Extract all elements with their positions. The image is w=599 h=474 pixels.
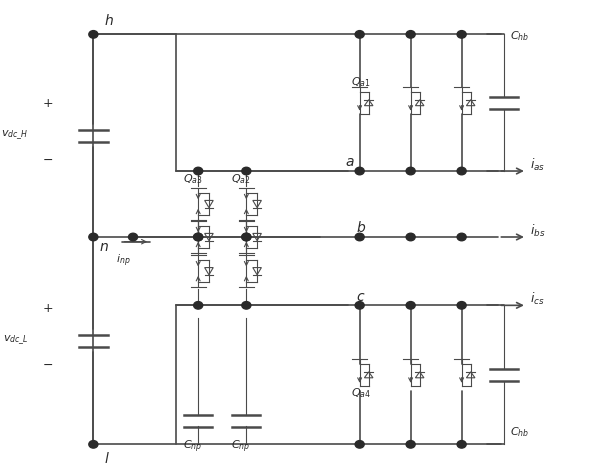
Circle shape (355, 233, 364, 241)
Text: l: l (105, 452, 108, 466)
Circle shape (355, 301, 364, 309)
Circle shape (129, 233, 138, 241)
Circle shape (242, 233, 251, 241)
Text: $Q_{a3}$: $Q_{a3}$ (183, 173, 202, 186)
Text: $i_{np}$: $i_{np}$ (116, 252, 131, 269)
Text: −: − (43, 359, 53, 372)
Text: $v_{dc\_L}$: $v_{dc\_L}$ (2, 334, 28, 347)
Circle shape (457, 440, 466, 448)
Circle shape (193, 167, 202, 175)
Text: +: + (43, 98, 53, 110)
Text: n: n (99, 240, 108, 254)
Text: $Q_{a2}$: $Q_{a2}$ (231, 173, 250, 186)
Text: a: a (346, 155, 354, 169)
Circle shape (457, 233, 466, 241)
Text: $C_{np}$: $C_{np}$ (183, 438, 202, 455)
Circle shape (89, 31, 98, 38)
Text: h: h (105, 14, 113, 28)
Circle shape (242, 233, 251, 241)
Text: $i_{as}$: $i_{as}$ (530, 157, 545, 173)
Circle shape (89, 233, 98, 241)
Circle shape (355, 440, 364, 448)
Circle shape (242, 301, 251, 309)
Circle shape (193, 233, 202, 241)
Text: −: − (43, 154, 53, 167)
Circle shape (193, 301, 202, 309)
Text: $v_{dc\_H}$: $v_{dc\_H}$ (1, 129, 28, 142)
Circle shape (457, 301, 466, 309)
Text: $C_{np}$: $C_{np}$ (231, 438, 250, 455)
Text: b: b (357, 221, 365, 235)
Text: +: + (43, 302, 53, 315)
Text: $Q_{a4}$: $Q_{a4}$ (351, 387, 371, 401)
Circle shape (457, 31, 466, 38)
Circle shape (193, 233, 202, 241)
Circle shape (89, 440, 98, 448)
Text: $C_{hb}$: $C_{hb}$ (510, 425, 529, 439)
Circle shape (406, 31, 415, 38)
Circle shape (355, 167, 364, 175)
Text: c: c (357, 290, 364, 304)
Text: $Q_{a1}$: $Q_{a1}$ (351, 75, 371, 89)
Text: $C_{hb}$: $C_{hb}$ (510, 29, 529, 43)
Circle shape (457, 167, 466, 175)
Circle shape (406, 233, 415, 241)
Circle shape (242, 167, 251, 175)
Text: $i_{cs}$: $i_{cs}$ (530, 291, 544, 307)
Circle shape (406, 440, 415, 448)
Text: $i_{bs}$: $i_{bs}$ (530, 223, 545, 239)
Circle shape (406, 167, 415, 175)
Circle shape (406, 301, 415, 309)
Circle shape (355, 31, 364, 38)
